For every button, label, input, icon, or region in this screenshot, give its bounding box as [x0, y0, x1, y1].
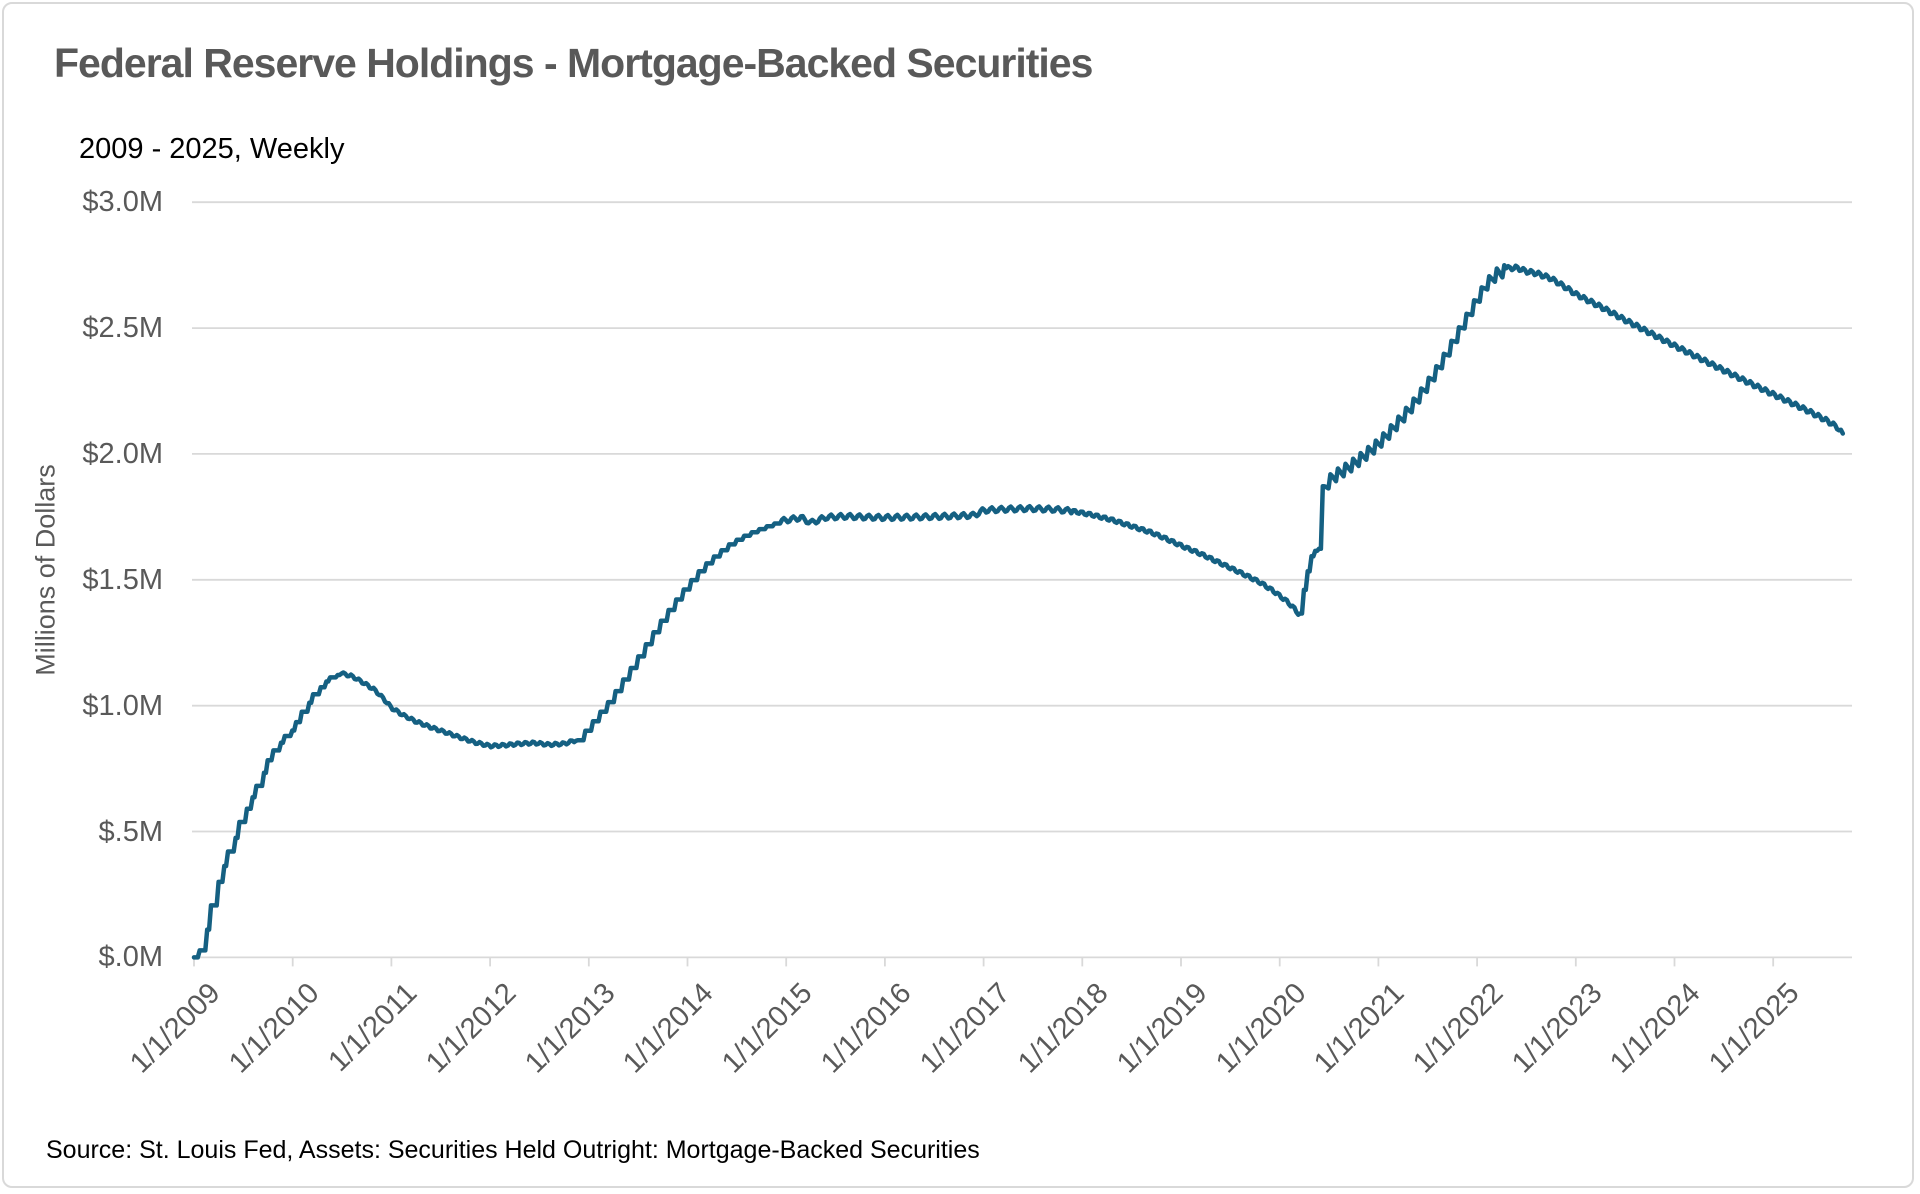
chart-title: Federal Reserve Holdings - Mortgage-Back… — [54, 40, 1093, 86]
chart-subtitle: 2009 - 2025, Weekly — [79, 133, 345, 165]
source-note: Source: St. Louis Fed, Assets: Securitie… — [46, 1136, 980, 1164]
y-axis-tick-label: $.5M — [98, 816, 163, 848]
y-axis-tick-label: $2.0M — [82, 438, 163, 470]
y-axis-tick-label: $1.5M — [82, 564, 163, 596]
data-line-mbs-holdings — [191, 262, 1846, 960]
y-axis-tick-label: $2.5M — [82, 312, 163, 344]
y-axis-tick-label: $3.0M — [82, 186, 163, 218]
y-axis-tick-label: $1.0M — [82, 690, 163, 722]
y-axis-tick-label: $.0M — [98, 941, 163, 973]
